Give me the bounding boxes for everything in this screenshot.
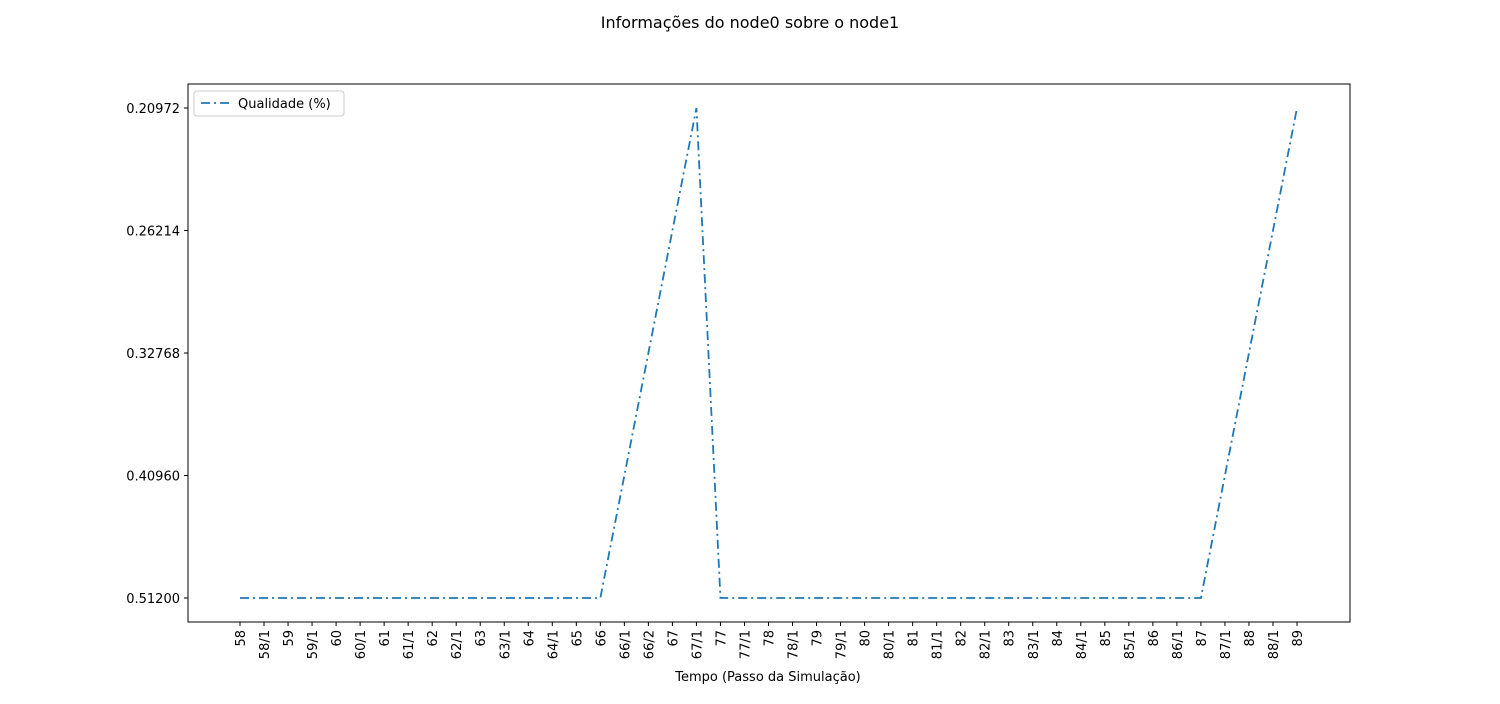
x-tick-label: 83 — [1003, 630, 1018, 647]
x-tick-label: 65 — [570, 630, 585, 647]
x-tick-label: 88/1 — [1267, 630, 1282, 659]
x-tick-label: 67/1 — [690, 630, 705, 659]
x-tick-label: 88 — [1243, 630, 1258, 647]
x-tick-label: 78/1 — [787, 630, 802, 659]
x-tick-label: 85/1 — [1123, 630, 1138, 659]
x-tick-label: 79 — [811, 630, 826, 647]
x-tick-label: 66/1 — [618, 630, 633, 659]
x-tick-label: 85 — [1099, 630, 1114, 647]
y-tick-label: 0.40960 — [126, 470, 180, 485]
data-line — [240, 107, 1298, 599]
x-tick-label: 78 — [763, 630, 778, 647]
x-tick-label: 60 — [330, 630, 345, 647]
x-tick-label: 80 — [859, 630, 874, 647]
x-tick-label: 62/1 — [450, 630, 465, 659]
x-tick-label: 87/1 — [1219, 630, 1234, 659]
x-tick-label: 66 — [594, 630, 609, 647]
x-tick-label: 77 — [714, 630, 729, 647]
x-tick-label: 81 — [907, 630, 922, 647]
x-tick-label: 86/1 — [1171, 630, 1186, 659]
y-tick-label: 0.20972 — [126, 102, 180, 117]
x-tick-label: 60/1 — [354, 630, 369, 659]
y-tick-label: 0.32768 — [126, 347, 180, 362]
chart-title: Informações do node0 sobre o node1 — [601, 13, 899, 32]
x-tick-label: 87 — [1195, 630, 1210, 647]
x-tick-label: 89 — [1291, 630, 1306, 647]
x-tick-label: 63/1 — [498, 630, 513, 659]
x-tick-label: 59 — [282, 630, 297, 647]
legend-box — [193, 90, 345, 117]
x-axis-label: Tempo (Passo da Simulação) — [674, 670, 861, 685]
y-tick-label: 0.51200 — [126, 592, 180, 607]
x-tick-label: 58 — [234, 630, 249, 647]
x-tick-label: 61 — [378, 630, 393, 647]
x-tick-label: 77/1 — [738, 630, 753, 659]
x-tick-label: 86 — [1147, 630, 1162, 647]
x-tick-label: 59/1 — [306, 630, 321, 659]
x-tick-label: 61/1 — [402, 630, 417, 659]
x-tick-label: 62 — [426, 630, 441, 647]
x-tick-label: 64 — [522, 630, 537, 647]
x-tick-label: 82/1 — [979, 630, 994, 659]
x-tick-label: 84/1 — [1075, 630, 1090, 659]
x-tick-label: 66/2 — [642, 630, 657, 659]
y-tick-label: 0.26214 — [126, 225, 180, 240]
x-tick-label: 79/1 — [835, 630, 850, 659]
x-tick-label: 63 — [474, 630, 489, 647]
legend-label: Qualidade (%) — [238, 97, 331, 112]
x-tick-label: 64/1 — [546, 630, 561, 659]
x-tick-label: 82 — [955, 630, 970, 647]
x-tick-label: 81/1 — [931, 630, 946, 659]
x-tick-label: 83/1 — [1027, 630, 1042, 659]
x-tick-label: 84 — [1051, 630, 1066, 647]
x-tick-label: 67 — [666, 630, 681, 647]
x-tick-label: 80/1 — [883, 630, 898, 659]
x-tick-label: 58/1 — [258, 630, 273, 659]
